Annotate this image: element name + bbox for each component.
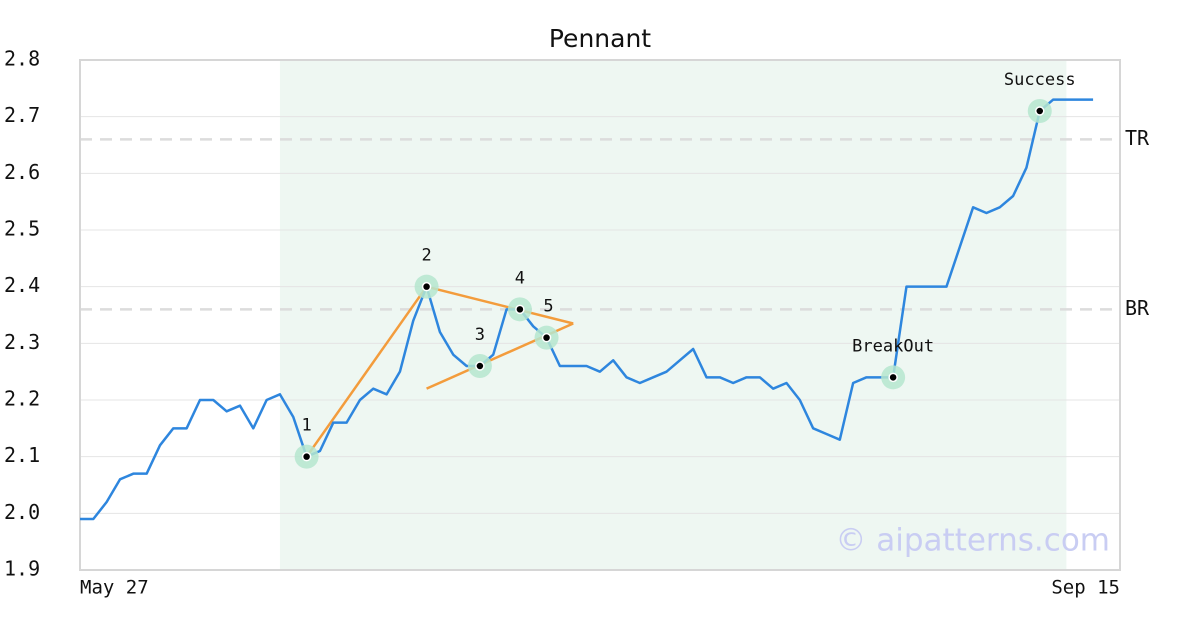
marker-label: 3 <box>475 325 485 345</box>
marker-label: BreakOut <box>852 336 934 356</box>
pattern-region <box>279 60 1067 570</box>
marker-dot <box>888 372 898 383</box>
marker-label: 2 <box>421 246 431 266</box>
marker-label: 5 <box>543 297 553 317</box>
y-tick-label: 1.9 <box>4 557 40 581</box>
marker-dot <box>541 332 552 343</box>
marker-dot <box>301 451 312 462</box>
y-tick-label: 2.3 <box>4 330 40 354</box>
y-tick-label: 2.5 <box>4 217 40 241</box>
price-line <box>80 98 1094 521</box>
marker-dot <box>421 281 432 292</box>
y-tick-label: 2.6 <box>4 160 40 184</box>
y-tick-label: 2.2 <box>4 387 40 411</box>
chart-title: Pennant <box>549 24 651 53</box>
y-tick-label: 2.1 <box>4 443 40 467</box>
trendline <box>426 285 574 325</box>
marker-label: 1 <box>301 416 311 436</box>
x-tick-label: May 27 <box>80 577 149 599</box>
level-label: BR <box>1125 296 1150 320</box>
marker-dot <box>515 304 525 315</box>
plot-border <box>79 59 1121 571</box>
marker-dot <box>1035 106 1045 116</box>
y-tick-label: 2.4 <box>4 273 40 297</box>
marker-dot <box>475 361 485 371</box>
y-tick-label: 2.7 <box>4 103 40 127</box>
y-tick-label: 2.0 <box>4 500 40 524</box>
marker-label: 4 <box>515 268 525 288</box>
level-label: TR <box>1125 126 1150 150</box>
y-tick-label: 2.8 <box>4 47 40 71</box>
watermark: © aipatterns.com <box>835 523 1110 559</box>
trendline <box>305 285 428 458</box>
x-tick-label: Sep 15 <box>1051 577 1120 599</box>
marker-label: Success <box>1004 70 1076 90</box>
